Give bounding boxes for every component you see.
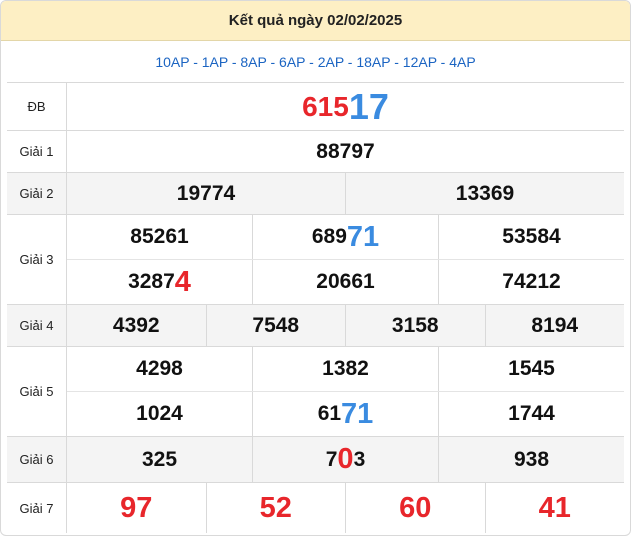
page-title: Kết quả ngày 02/02/2025 (1, 1, 630, 41)
number-main: 3287 (128, 270, 175, 293)
prize-number: 41 (484, 483, 625, 533)
prize-label: Giải 2 (7, 173, 67, 214)
prize-row-g2: Giải 2 19774 13369 (7, 173, 624, 215)
prize-label: Giải 1 (7, 131, 67, 172)
number-main: 938 (513, 447, 550, 471)
prize-number: 4298 (67, 347, 252, 391)
number-main: 4298 (136, 357, 183, 380)
number-main: 1024 (136, 402, 183, 425)
prize-number: 689 71 (252, 215, 438, 259)
prize-number: 85261 (67, 215, 252, 259)
prize-number: 53584 (438, 215, 624, 259)
prize-number: 325 (67, 437, 252, 482)
prize-number: 615 17 (67, 83, 624, 130)
prize-row-g3: Giải 3 85261 689 71 53584 3287 4 20661 742… (7, 215, 624, 305)
prize-number: 61 71 (252, 392, 438, 436)
prize-row-g7: Giải 7 97 52 60 41 (7, 483, 624, 533)
prize-label: Giải 6 (7, 437, 67, 482)
prize-number: 52 (205, 483, 346, 533)
prize-number: 19774 (176, 181, 236, 205)
number-tail: 71 (346, 220, 380, 253)
prize-row-db: ĐB 615 17 (7, 83, 624, 131)
number-tail: 17 (348, 85, 389, 127)
number-main: 615 (302, 90, 349, 122)
prize-row-g5: Giải 5 4298 1382 1545 1024 61 71 1744 (7, 347, 624, 437)
prize-number: 60 (345, 483, 485, 533)
prize-row-g1: Giải 1 88797 (7, 131, 624, 173)
prize-number: 1382 (252, 347, 438, 391)
prize-label: Giải 4 (7, 305, 67, 346)
number-main: 325 (141, 447, 178, 471)
prize-number: 88797 (316, 139, 375, 163)
number-main: 74212 (502, 270, 561, 293)
prize-label: ĐB (7, 83, 67, 130)
number-main: 53584 (502, 225, 561, 248)
number-tail: 4 (174, 265, 191, 298)
prize-number: 74212 (438, 260, 624, 304)
prize-number: 3158 (345, 305, 485, 346)
prize-number: 4392 (112, 313, 160, 337)
prize-label: Giải 5 (7, 347, 67, 436)
number-tail: 71 (341, 397, 374, 430)
number-main: 689 (311, 225, 347, 248)
prize-number: 1744 (438, 392, 624, 436)
number-main: 1744 (508, 402, 555, 425)
number-highlight: 0 (337, 443, 354, 475)
draw-codes: 10AP - 1AP - 8AP - 6AP - 2AP - 18AP - 12… (7, 41, 624, 83)
number-main: 3 (353, 447, 366, 471)
prize-label: Giải 3 (7, 215, 67, 304)
number-main: 61 (317, 402, 342, 425)
number-main: 7 (325, 447, 338, 471)
prize-label: Giải 7 (7, 483, 67, 533)
number-main: 1382 (322, 357, 369, 380)
prize-row-g4: Giải 4 4392 7548 3158 8194 (7, 305, 624, 347)
prize-number: 1024 (67, 392, 252, 436)
prize-number: 1545 (438, 347, 624, 391)
prize-number: 3287 4 (67, 260, 252, 304)
prize-number: 7548 (205, 305, 346, 346)
prize-number: 938 (438, 437, 624, 482)
number-main: 85261 (130, 225, 189, 248)
number-main: 20661 (316, 270, 375, 293)
prize-number: 97 (120, 491, 153, 524)
number-main: 1545 (508, 357, 555, 380)
prize-number: 8194 (484, 305, 625, 346)
prize-number: 13369 (345, 173, 624, 214)
prize-number: 20661 (252, 260, 438, 304)
